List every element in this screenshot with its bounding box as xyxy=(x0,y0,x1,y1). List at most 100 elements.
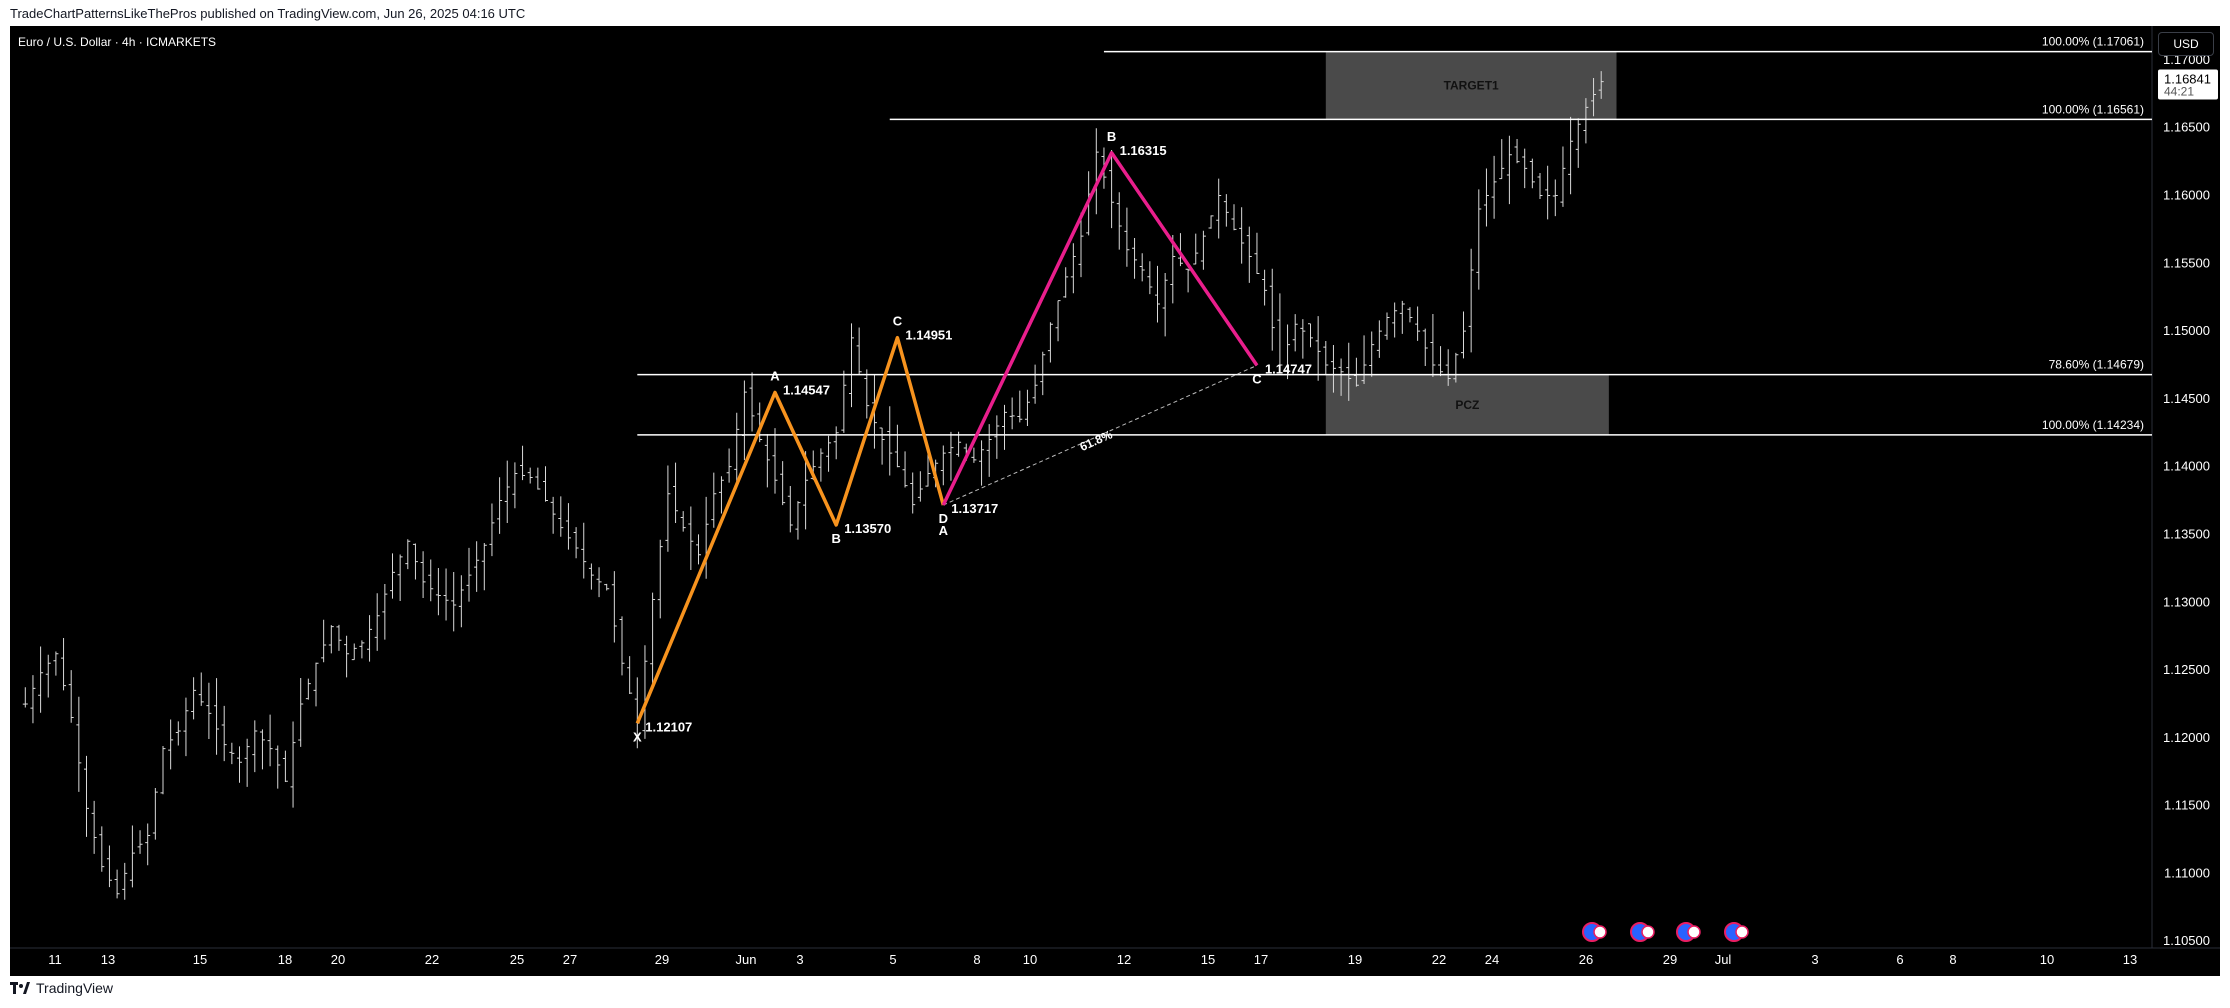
candle xyxy=(1568,116,1574,195)
candle xyxy=(611,571,617,643)
candle xyxy=(1147,261,1153,295)
last-price-label: 1.16841 xyxy=(2164,71,2211,86)
pivot-label: X xyxy=(633,729,642,744)
candle xyxy=(1116,192,1122,250)
pattern-magenta[interactable] xyxy=(941,151,1259,506)
candle xyxy=(657,539,663,619)
time-tick-label: 11 xyxy=(48,952,62,967)
zone-pcz[interactable] xyxy=(1325,374,1609,435)
candle xyxy=(1200,230,1206,270)
pivot-label: B xyxy=(1107,129,1116,144)
last-price-tag xyxy=(2158,69,2218,100)
candle xyxy=(359,640,365,659)
time-tick-label: 18 xyxy=(278,952,292,967)
chart-area[interactable] xyxy=(10,26,2220,976)
candle xyxy=(497,477,503,534)
zone-target1[interactable] xyxy=(1325,51,1617,120)
candle xyxy=(604,583,610,591)
candle xyxy=(1514,139,1520,164)
candle xyxy=(1017,390,1023,423)
candle xyxy=(520,445,526,481)
candle xyxy=(1583,98,1589,144)
price-tick-label: 1.15500 xyxy=(2163,255,2210,270)
time-tick-label: 17 xyxy=(1254,952,1268,967)
candle xyxy=(1361,335,1367,385)
flag-icon[interactable] xyxy=(1593,925,1607,939)
candle xyxy=(221,705,227,762)
time-tick-label: 27 xyxy=(563,952,577,967)
pivot-label: D xyxy=(939,511,948,526)
flag-icon[interactable] xyxy=(1735,925,1749,939)
retracement-line[interactable] xyxy=(943,364,1258,506)
candle xyxy=(428,559,434,602)
candle xyxy=(351,643,357,661)
candle xyxy=(581,522,587,579)
candle xyxy=(252,720,258,773)
candle xyxy=(1522,148,1528,189)
pattern-orange[interactable] xyxy=(635,335,945,725)
price-tick-label: 1.14500 xyxy=(2163,391,2210,406)
candle xyxy=(711,472,717,528)
candle xyxy=(1330,344,1336,393)
countdown-label: 44:21 xyxy=(2164,84,2194,98)
candle xyxy=(1575,118,1581,168)
candle xyxy=(114,869,120,899)
candle xyxy=(76,696,82,792)
candle xyxy=(558,496,564,537)
candle xyxy=(474,541,480,592)
candle xyxy=(1415,306,1421,341)
candle xyxy=(382,584,388,640)
flag-icon[interactable] xyxy=(1641,925,1655,939)
candle xyxy=(1185,268,1191,293)
candle xyxy=(282,750,288,782)
candle xyxy=(1262,269,1268,306)
candle xyxy=(1292,314,1298,352)
time-tick-label: 12 xyxy=(1117,952,1131,967)
time-tick-label: 25 xyxy=(510,952,524,967)
candle xyxy=(1139,253,1145,282)
candle xyxy=(887,406,893,476)
candle xyxy=(1032,364,1038,404)
candle xyxy=(1545,165,1551,220)
candle xyxy=(864,369,870,419)
candle xyxy=(1093,128,1099,215)
candle xyxy=(1277,293,1283,372)
symbol-title[interactable]: Euro / U.S. Dollar · 4h · ICMARKETS xyxy=(18,35,217,49)
candle xyxy=(956,431,962,457)
candle xyxy=(321,619,327,663)
candle xyxy=(53,651,59,676)
candle xyxy=(61,638,67,691)
candle xyxy=(1529,158,1535,189)
time-tick-label: 8 xyxy=(973,952,980,967)
candle xyxy=(764,434,770,488)
candle xyxy=(1438,346,1444,377)
candle xyxy=(741,380,747,461)
candle xyxy=(91,800,97,854)
time-tick-label: 26 xyxy=(1579,952,1593,967)
candle xyxy=(1591,77,1597,117)
flag-icon[interactable] xyxy=(1687,925,1701,939)
time-tick-label: 19 xyxy=(1348,952,1362,967)
candle xyxy=(1346,342,1352,401)
time-tick-label: Jul xyxy=(1715,952,1732,967)
zone-label: TARGET1 xyxy=(1444,79,1499,93)
candle xyxy=(795,501,801,540)
candle xyxy=(1537,173,1543,200)
pivot-price-label: 1.14547 xyxy=(783,382,830,397)
candle xyxy=(1254,232,1260,274)
candle xyxy=(1598,71,1604,99)
price-tick-label: 1.10500 xyxy=(2163,933,2210,948)
candle xyxy=(129,825,135,888)
candle xyxy=(1445,349,1451,386)
candle xyxy=(925,452,931,487)
candle xyxy=(527,467,533,484)
currency-button[interactable]: USD xyxy=(2158,32,2214,56)
time-tick-label: 5 xyxy=(889,952,896,967)
time-tick-label: 10 xyxy=(1023,952,1037,967)
candle xyxy=(1040,351,1046,396)
candle xyxy=(1162,273,1168,337)
candles xyxy=(22,71,1604,900)
candle xyxy=(336,624,342,651)
candle xyxy=(1338,358,1344,396)
